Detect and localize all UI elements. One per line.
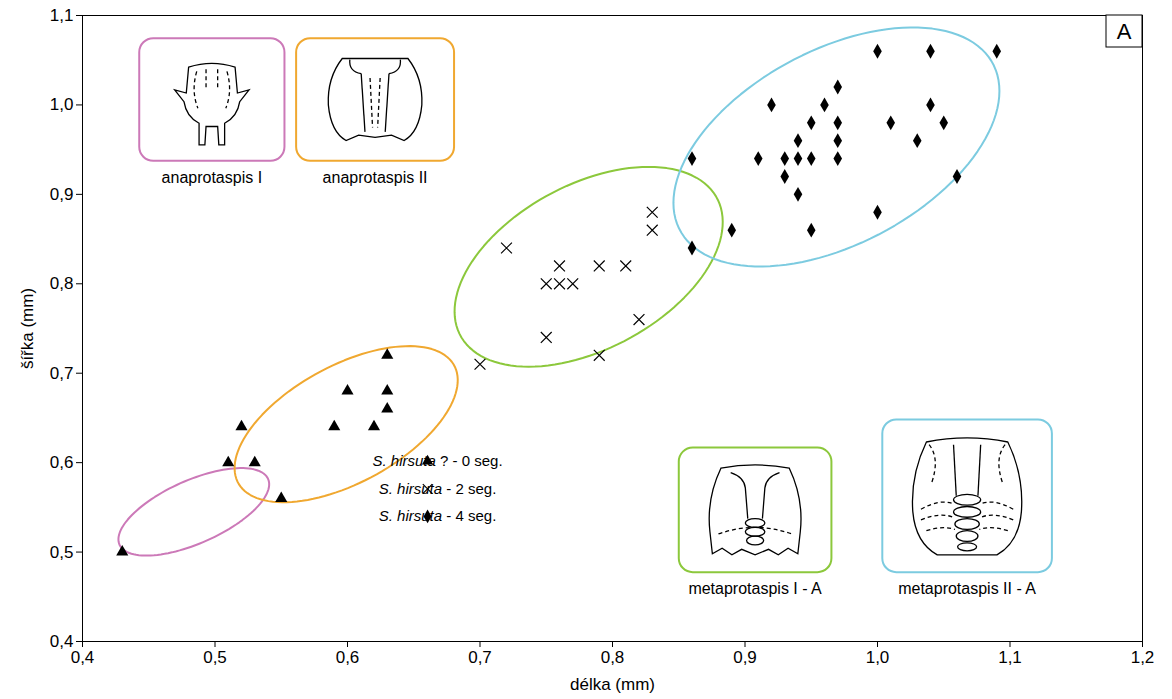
svg-text:0,9: 0,9 — [733, 648, 757, 667]
svg-text:A: A — [1117, 19, 1132, 44]
svg-text:1,0: 1,0 — [50, 95, 74, 114]
svg-text:0,4: 0,4 — [71, 648, 95, 667]
svg-text:metaprotaspis I - A: metaprotaspis I - A — [688, 580, 822, 597]
svg-text:1,1: 1,1 — [50, 6, 74, 25]
svg-text:anaprotaspis II: anaprotaspis II — [323, 169, 428, 186]
svg-text:1,1: 1,1 — [998, 648, 1022, 667]
svg-text:0,7: 0,7 — [50, 364, 74, 383]
svg-text:0,6: 0,6 — [50, 453, 74, 472]
svg-text:S. hirsuta - 2 seg.: S. hirsuta - 2 seg. — [379, 480, 497, 497]
svg-text:0,5: 0,5 — [203, 648, 227, 667]
svg-text:0,5: 0,5 — [50, 543, 74, 562]
svg-text:0,9: 0,9 — [50, 185, 74, 204]
svg-text:šířka (mm): šířka (mm) — [18, 288, 37, 369]
svg-text:1,2: 1,2 — [1131, 648, 1155, 667]
svg-text:0,4: 0,4 — [49, 631, 74, 651]
svg-text:anaprotaspis I: anaprotaspis I — [162, 169, 263, 186]
svg-text:0,8: 0,8 — [601, 648, 625, 667]
svg-text:S. hirsuta ? - 0 seg.: S. hirsuta ? - 0 seg. — [373, 452, 503, 469]
svg-text:0,7: 0,7 — [468, 648, 492, 667]
svg-text:S. hirsuta - 4 seg.: S. hirsuta - 4 seg. — [379, 507, 497, 524]
svg-text:1,0: 1,0 — [866, 648, 890, 667]
svg-text:0,6: 0,6 — [336, 648, 360, 667]
svg-text:délka (mm): délka (mm) — [570, 675, 655, 694]
svg-text:metaprotaspis II - A: metaprotaspis II - A — [898, 580, 1036, 597]
svg-text:0,8: 0,8 — [50, 274, 74, 293]
